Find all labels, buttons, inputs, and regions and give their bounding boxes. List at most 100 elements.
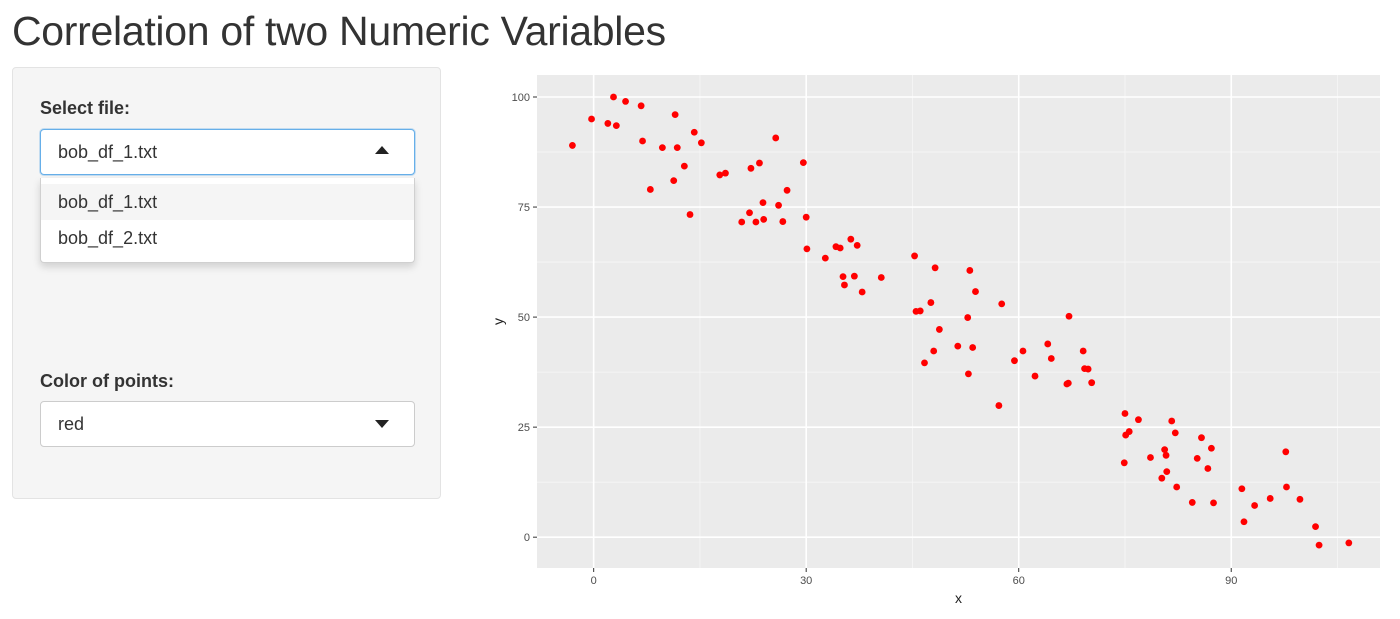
data-point <box>673 144 681 152</box>
data-point <box>1147 454 1154 461</box>
file-select-value: bob_df_1.txt <box>58 142 158 162</box>
file-option-bob-df-2[interactable]: bob_df_2.txt <box>58 228 158 248</box>
data-point <box>759 199 767 207</box>
data-point <box>637 102 645 110</box>
data-point <box>850 272 858 280</box>
x-tick-label: 90 <box>1225 575 1237 587</box>
x-tick-label: 0 <box>591 575 597 587</box>
data-point <box>697 139 705 147</box>
axis-ticks: 0 30 60 90 0 25 50 75 100 <box>512 92 1238 587</box>
data-point <box>569 142 576 149</box>
data-point <box>927 299 935 306</box>
data-point <box>760 215 768 223</box>
y-tick-label: 75 <box>518 202 530 214</box>
data-point <box>1065 312 1073 320</box>
y-tick-label: 0 <box>524 532 530 544</box>
data-point <box>1210 499 1217 507</box>
data-point <box>1121 410 1129 417</box>
data-point <box>1125 428 1133 435</box>
data-point <box>841 281 848 289</box>
data-point <box>1171 429 1179 437</box>
data-point <box>931 264 939 272</box>
x-tick-label: 60 <box>1013 575 1025 587</box>
data-point <box>1088 379 1096 387</box>
data-point <box>588 115 595 123</box>
x-tick-label: 30 <box>800 575 812 587</box>
y-axis-label: y <box>490 318 506 325</box>
data-point <box>722 169 729 177</box>
data-point <box>935 326 943 333</box>
data-point <box>639 137 646 145</box>
caret-up-icon <box>375 146 389 154</box>
page-title: Correlation of two Numeric Variables <box>12 8 666 54</box>
file-select-label: Select file: <box>40 98 131 118</box>
data-point <box>1266 495 1274 502</box>
data-point <box>604 120 612 127</box>
data-point <box>646 186 654 193</box>
data-point <box>1204 465 1212 472</box>
data-point <box>1162 451 1170 459</box>
sidebar-panel: Select file: bob_df_1.txt bob_df_1.txt b… <box>12 67 441 499</box>
y-tick-label: 25 <box>518 422 530 434</box>
data-point <box>1079 347 1087 355</box>
data-point <box>783 186 791 194</box>
data-point <box>1198 434 1205 442</box>
data-point <box>1283 483 1290 491</box>
data-point <box>716 171 724 179</box>
data-point <box>1345 539 1353 547</box>
data-point <box>612 122 620 130</box>
data-point <box>969 344 977 351</box>
data-point <box>671 111 679 119</box>
data-point <box>954 342 962 350</box>
data-point <box>836 244 844 252</box>
data-point <box>1158 474 1166 482</box>
data-point <box>1120 459 1128 467</box>
data-point <box>916 307 924 315</box>
data-point <box>1168 417 1176 425</box>
file-select[interactable]: bob_df_1.txt <box>40 129 415 175</box>
data-point <box>690 128 698 136</box>
data-point <box>1044 340 1052 348</box>
data-point <box>877 274 885 281</box>
data-point <box>1163 468 1171 476</box>
data-point <box>966 267 974 274</box>
data-point <box>779 218 787 225</box>
data-point <box>775 201 782 209</box>
data-point <box>911 252 918 260</box>
data-point <box>1251 502 1259 509</box>
data-point <box>839 273 847 281</box>
file-option-bob-df-1[interactable]: bob_df_1.txt <box>41 184 414 220</box>
data-point <box>686 211 694 218</box>
data-point <box>1282 448 1290 456</box>
color-select[interactable]: red <box>40 401 415 447</box>
data-point <box>1315 541 1323 549</box>
color-select-label: Color of points: <box>40 371 174 391</box>
data-point <box>1188 499 1196 506</box>
data-point <box>680 162 688 170</box>
data-point <box>802 213 810 221</box>
grid-minor <box>537 75 1380 568</box>
data-point <box>1173 483 1181 491</box>
data-point <box>998 300 1006 308</box>
data-point <box>821 254 829 262</box>
data-point <box>1135 416 1142 424</box>
data-point <box>964 314 972 321</box>
data-point <box>756 159 763 167</box>
data-point <box>1161 446 1169 453</box>
data-point <box>930 347 938 355</box>
data-point <box>1208 444 1215 452</box>
data-point <box>1064 379 1072 387</box>
x-axis-label: x <box>955 590 962 606</box>
grid-major <box>537 75 1380 568</box>
data-point <box>658 144 666 152</box>
data-point <box>1238 485 1246 493</box>
data-point <box>972 288 979 295</box>
data-point <box>1240 518 1248 526</box>
data-point <box>746 209 753 217</box>
data-point <box>622 98 629 105</box>
y-tick-label: 50 <box>518 312 530 324</box>
data-point <box>1312 523 1319 531</box>
color-select-value: red <box>58 414 85 434</box>
data-point <box>752 218 760 226</box>
